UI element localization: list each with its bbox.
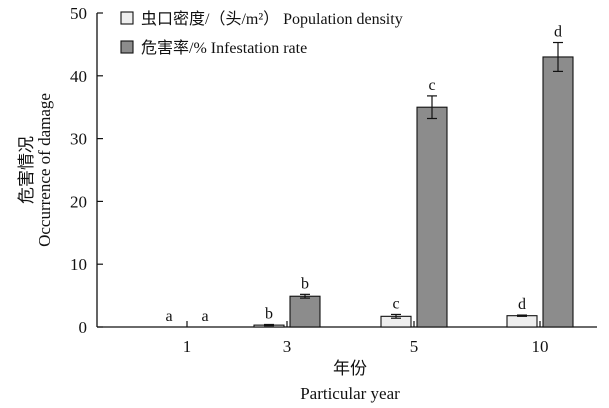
y-tick-label: 10 <box>70 255 87 274</box>
x-tick-label: 1 <box>183 337 192 356</box>
y-axis-title-en: Occurrence of damage <box>35 93 54 247</box>
bar-population-density-10 <box>506 315 538 328</box>
x-tick-label: 5 <box>410 337 419 356</box>
bar-infestation-rate-5 <box>416 106 448 328</box>
significance-label: c <box>428 77 435 94</box>
significance-label: d <box>518 296 526 313</box>
legend-label: 虫口密度/（头/m²） Population density <box>141 10 403 28</box>
y-tick-label: 0 <box>79 318 88 337</box>
chart-bars <box>253 56 574 328</box>
chart-axes <box>96 12 597 328</box>
chart-legend: 虫口密度/（头/m²） Population density 危害率/% Infe… <box>120 10 403 57</box>
y-axis-title-cn: 危害情况 <box>17 136 36 204</box>
significance-label: b <box>265 305 273 322</box>
bar-infestation-rate-3 <box>289 295 321 328</box>
significance-label: b <box>301 275 309 292</box>
significance-label: c <box>392 295 399 312</box>
x-axis-title-cn: 年份 <box>333 359 367 378</box>
x-axis-title-en: Particular year <box>300 384 400 403</box>
legend-swatch <box>120 40 134 54</box>
significance-label: a <box>165 308 172 325</box>
chart-tick-labels: 0 10 20 30 40 50 1 3 5 10 <box>70 4 549 356</box>
y-tick-label: 40 <box>70 67 87 86</box>
legend-label: 危害率/% Infestation rate <box>141 39 307 57</box>
bar-infestation-rate-10 <box>542 56 574 328</box>
legend-swatch <box>120 11 134 25</box>
y-tick-label: 50 <box>70 4 87 23</box>
significance-label: a <box>201 308 208 325</box>
x-tick-label: 3 <box>283 337 292 356</box>
chart-error-bars <box>264 41 563 327</box>
y-tick-label: 20 <box>70 192 87 211</box>
x-tick-label: 10 <box>532 337 549 356</box>
y-tick-label: 30 <box>70 130 87 149</box>
chart-significance-labels: a a b b c c d d <box>165 24 562 325</box>
significance-label: d <box>554 24 562 41</box>
